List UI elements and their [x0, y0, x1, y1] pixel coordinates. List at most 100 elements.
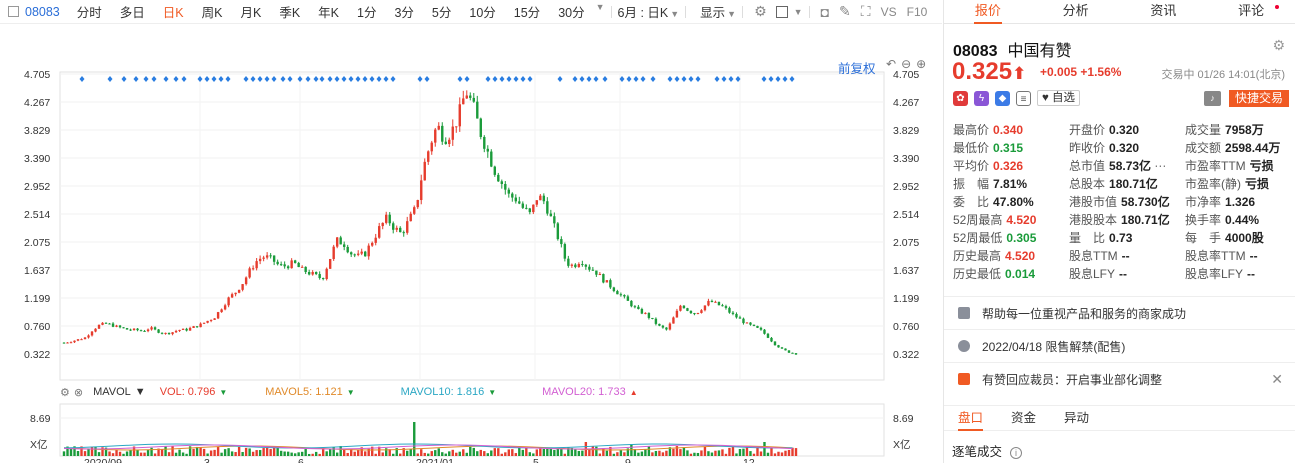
- zoom-in-icon: ⊕: [916, 57, 932, 71]
- volume-bar: [742, 448, 745, 456]
- volume-bar: [199, 447, 202, 456]
- camera-icon[interactable]: ◘: [820, 3, 830, 20]
- period-tab[interactable]: 日K: [162, 6, 184, 20]
- candle-body: [633, 306, 637, 308]
- candle-body: [392, 223, 395, 230]
- period-tab[interactable]: 10分: [469, 6, 496, 20]
- notice-news[interactable]: 有赞回应裁员：开启事业部化调整 ✕: [944, 362, 1295, 395]
- panel-tab[interactable]: 评论: [1207, 0, 1295, 23]
- event-marker-icon: [640, 76, 646, 82]
- bell-icon[interactable]: ♪: [1204, 91, 1221, 106]
- bottom-tab[interactable]: 异动: [1064, 411, 1090, 425]
- period-tab[interactable]: 年K: [318, 6, 340, 20]
- period-tab[interactable]: 5分: [431, 6, 452, 20]
- stat-item: 52周最低 0.305: [953, 231, 1037, 245]
- trade-time: 交易中 01/26 14:01(北京): [1161, 69, 1286, 81]
- event-marker-icon: [390, 76, 396, 82]
- close-icon[interactable]: ✕: [1271, 370, 1283, 387]
- period-tab[interactable]: 分时: [76, 6, 102, 20]
- color-square-icon[interactable]: [775, 5, 788, 18]
- kline-chart[interactable]: 4.705 4.705 4.267 4.267 3.829 3.829 3.390 3.390…: [0, 26, 942, 463]
- zoom-controls[interactable]: ↶⊖⊕: [886, 57, 931, 71]
- candle-body: [125, 328, 129, 330]
- gear-icon[interactable]: ⚙: [60, 386, 70, 399]
- candle-body: [686, 308, 689, 311]
- display-menu[interactable]: 显示 ▼: [700, 6, 737, 20]
- volume-bar: [283, 451, 286, 456]
- document-icon[interactable]: ≡: [1016, 90, 1031, 106]
- info-icon[interactable]: i: [1010, 447, 1023, 459]
- candle-body: [731, 312, 735, 314]
- candle-body: [784, 348, 787, 351]
- stat-item: 市盈率(静) 亏损: [1185, 177, 1270, 191]
- adjust-button[interactable]: 前复权: [838, 62, 876, 76]
- volume-bar: [654, 450, 658, 456]
- period-tab[interactable]: 3分: [394, 6, 414, 20]
- period-tab[interactable]: 周K: [201, 6, 223, 20]
- candle-body: [272, 255, 276, 262]
- volume-bar: [192, 448, 195, 456]
- volume-bar: [752, 453, 756, 456]
- chart-area: 08083 分时 多日 日K 周K 月K 季K 年K 1分 3分 5分 10分 15分 30分 ▼ 6月 …: [0, 2, 942, 463]
- volume-bar: [150, 447, 153, 456]
- settings-icon[interactable]: ⚙: [1272, 37, 1285, 53]
- panel-tab[interactable]: 分析: [1062, 3, 1089, 18]
- event-marker-icon: [492, 76, 498, 82]
- notice-unlock[interactable]: 2022/04/18 限售解禁(配售): [944, 329, 1295, 362]
- volume-bar: [378, 446, 381, 456]
- y-tick-label: 0.760: [893, 321, 919, 333]
- candle-body: [469, 95, 472, 98]
- lightning-icon: ϟ: [974, 90, 989, 106]
- close-icon[interactable]: ⊗: [73, 386, 84, 399]
- bottom-tabs: 盘口 资金 异动: [944, 405, 1295, 431]
- notice-slogan[interactable]: 帮助每一位重视产品和服务的商家成功: [944, 296, 1295, 329]
- fullscreen-icon[interactable]: ⛶: [860, 3, 871, 19]
- bottom-tab[interactable]: 盘口: [944, 406, 997, 431]
- candle-body: [448, 139, 451, 145]
- volume-bar: [392, 453, 395, 456]
- mavol-caret-icon[interactable]: ▼: [134, 386, 146, 398]
- candle-body: [490, 151, 493, 167]
- caret-down-icon[interactable]: ▼: [595, 2, 605, 12]
- candle-body: [73, 340, 76, 343]
- divider: [685, 5, 687, 18]
- panel-tab[interactable]: 报价: [944, 0, 1032, 24]
- candle-body: [658, 323, 661, 326]
- event-marker-icon: [728, 76, 734, 82]
- stat-item: 股息率TTM --: [1185, 249, 1258, 263]
- candle-body: [672, 317, 675, 324]
- candle-body: [349, 252, 353, 255]
- pencil-icon[interactable]: ✎: [839, 3, 851, 19]
- more-icon[interactable]: ⋯: [1151, 159, 1167, 173]
- period-tab[interactable]: 季K: [279, 6, 301, 20]
- vs-button[interactable]: VS: [880, 4, 897, 19]
- f10-button[interactable]: F10: [906, 4, 928, 19]
- candle-body: [248, 268, 251, 278]
- event-marker-icon: [348, 76, 354, 82]
- volume-bar: [272, 446, 276, 456]
- period-tab[interactable]: 1分: [357, 6, 377, 20]
- event-marker-icon: [376, 76, 382, 82]
- add-favorite-button[interactable]: ♥ 自选: [1037, 90, 1081, 106]
- volume-bar: [293, 453, 297, 456]
- period-tab[interactable]: 15分: [513, 6, 541, 20]
- event-marker-icon: [424, 76, 430, 82]
- settings-icon[interactable]: ⚙: [754, 3, 767, 19]
- volume-bar: [682, 447, 686, 456]
- bottom-tab[interactable]: 资金: [1011, 411, 1037, 425]
- candle-body: [80, 339, 83, 341]
- candle-body: [171, 332, 174, 335]
- candle-body: [286, 266, 290, 269]
- volume-bar: [216, 446, 220, 456]
- checkbox-icon[interactable]: [8, 6, 19, 17]
- period-tab[interactable]: 月K: [240, 6, 262, 20]
- period-select[interactable]: 6月 : 日K ▼: [617, 6, 680, 20]
- panel-tab[interactable]: 资讯: [1150, 3, 1177, 18]
- period-tab[interactable]: 多日: [119, 6, 145, 20]
- period-tab[interactable]: 30分: [558, 6, 585, 20]
- candle-body: [371, 242, 374, 246]
- volume-bar: [672, 448, 675, 456]
- candle-body: [279, 264, 283, 266]
- candle-body: [146, 329, 150, 332]
- quick-trade-button[interactable]: 快捷交易: [1229, 90, 1289, 107]
